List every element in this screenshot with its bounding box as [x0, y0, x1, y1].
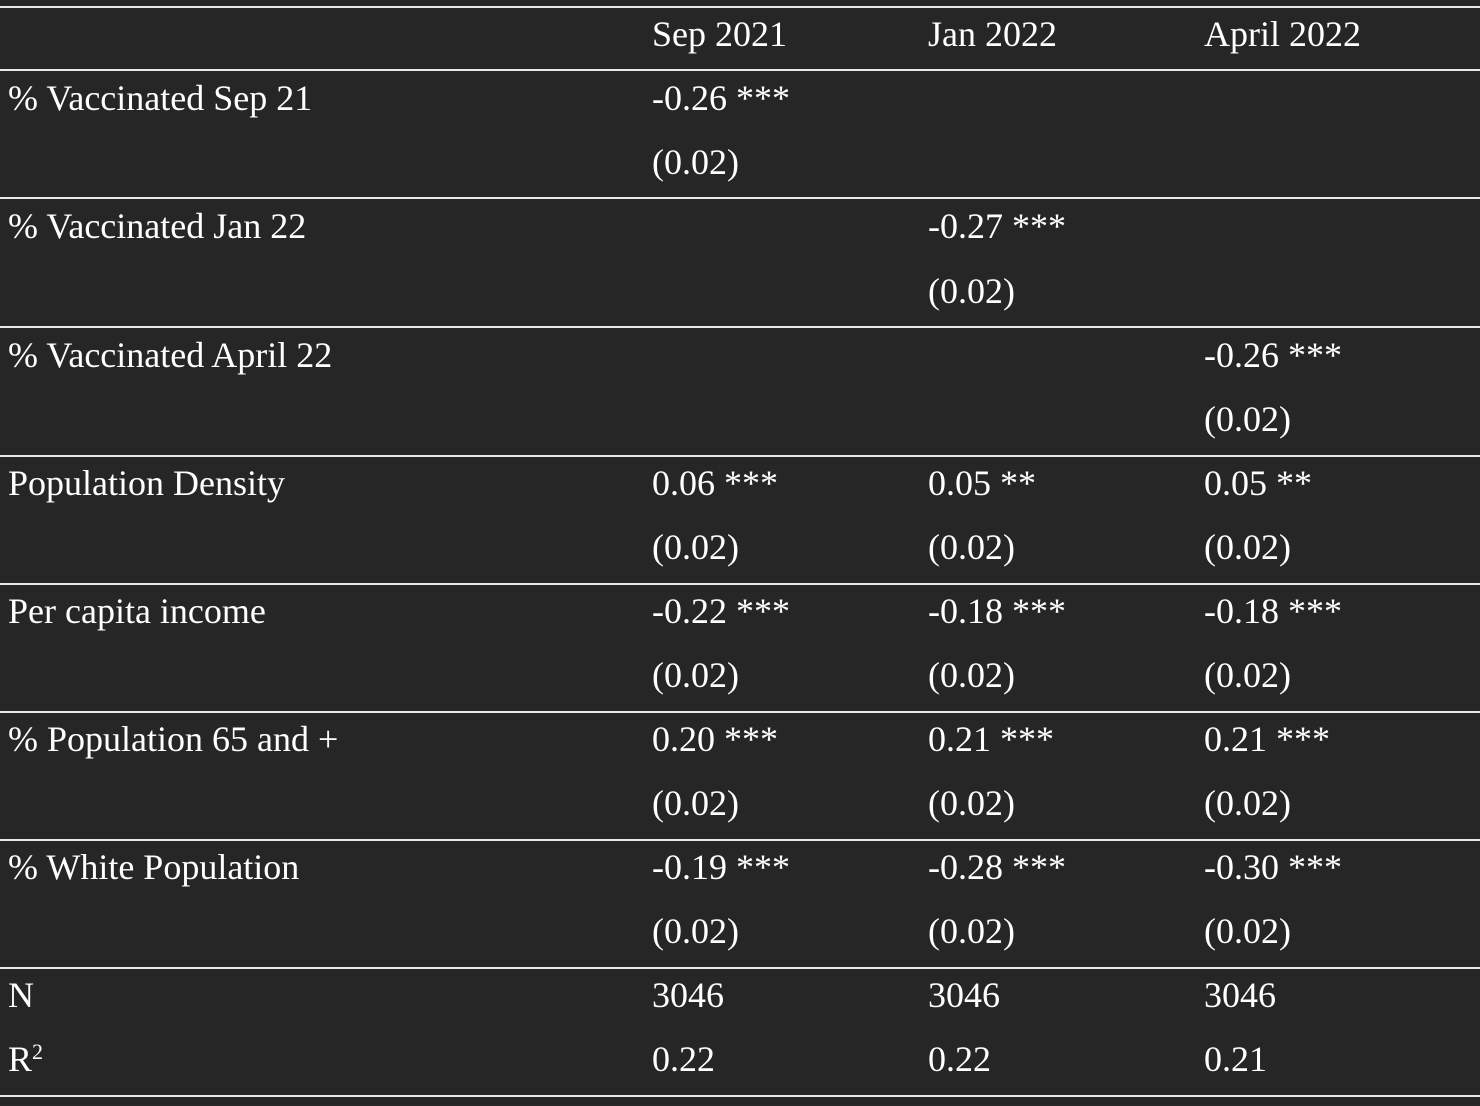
estimate-cell: -0.22 *** [652, 591, 790, 631]
row-rule [0, 967, 1480, 969]
estimate-cell: 0.06 *** [652, 463, 778, 503]
r-squared-letter: R [8, 1039, 33, 1079]
row-label: % Vaccinated Sep 21 [8, 78, 313, 118]
std-error-cell: (0.02) [652, 527, 739, 567]
row-label: % Vaccinated Jan 22 [8, 206, 307, 246]
row-rule [0, 839, 1480, 841]
std-error-cell: (0.02) [928, 783, 1015, 823]
std-error-cell: (0.02) [652, 142, 739, 182]
estimate-cell: 0.21 *** [1204, 719, 1330, 759]
std-error-cell: (0.02) [928, 271, 1015, 311]
column-header-jan-2022: Jan 2022 [928, 14, 1057, 54]
table-bottom-rule [0, 1095, 1480, 1097]
estimate-cell: -0.27 *** [928, 206, 1066, 246]
estimate-cell: -0.18 *** [1204, 591, 1342, 631]
row-rule [0, 197, 1480, 199]
estimate-cell: -0.28 *** [928, 847, 1066, 887]
n-value: 3046 [1204, 975, 1276, 1015]
estimate-cell: -0.26 *** [1204, 335, 1342, 375]
header-rule [0, 69, 1480, 71]
row-rule [0, 326, 1480, 328]
row-rule [0, 583, 1480, 585]
row-rule [0, 455, 1480, 457]
column-header-sep-2021: Sep 2021 [652, 14, 787, 54]
row-label: % Population 65 and + [8, 719, 339, 759]
estimate-cell: -0.19 *** [652, 847, 790, 887]
std-error-cell: (0.02) [1204, 655, 1291, 695]
row-rule [0, 711, 1480, 713]
estimate-cell: -0.26 *** [652, 78, 790, 118]
std-error-cell: (0.02) [652, 783, 739, 823]
r-squared-label: R2 [8, 1027, 43, 1091]
std-error-cell: (0.02) [1204, 399, 1291, 439]
r-squared-value: 0.21 [1204, 1039, 1267, 1079]
n-value: 3046 [928, 975, 1000, 1015]
estimate-cell: 0.20 *** [652, 719, 778, 759]
std-error-cell: (0.02) [928, 655, 1015, 695]
column-header-april-2022: April 2022 [1204, 14, 1361, 54]
row-label: Per capita income [8, 591, 266, 631]
n-value: 3046 [652, 975, 724, 1015]
std-error-cell: (0.02) [928, 527, 1015, 567]
r-squared-value: 0.22 [652, 1039, 715, 1079]
r-squared-value: 0.22 [928, 1039, 991, 1079]
std-error-cell: (0.02) [1204, 911, 1291, 951]
n-label: N [8, 975, 34, 1015]
estimate-cell: 0.05 ** [1204, 463, 1312, 503]
table-top-rule [0, 6, 1480, 8]
std-error-cell: (0.02) [652, 655, 739, 695]
row-label: % White Population [8, 847, 300, 887]
std-error-cell: (0.02) [928, 911, 1015, 951]
row-label: % Vaccinated April 22 [8, 335, 333, 375]
row-label: Population Density [8, 463, 285, 503]
estimate-cell: -0.18 *** [928, 591, 1066, 631]
std-error-cell: (0.02) [652, 911, 739, 951]
estimate-cell: -0.30 *** [1204, 847, 1342, 887]
estimate-cell: 0.05 ** [928, 463, 1036, 503]
std-error-cell: (0.02) [1204, 783, 1291, 823]
estimate-cell: 0.21 *** [928, 719, 1054, 759]
r-squared-superscript: 2 [32, 1039, 44, 1064]
std-error-cell: (0.02) [1204, 527, 1291, 567]
